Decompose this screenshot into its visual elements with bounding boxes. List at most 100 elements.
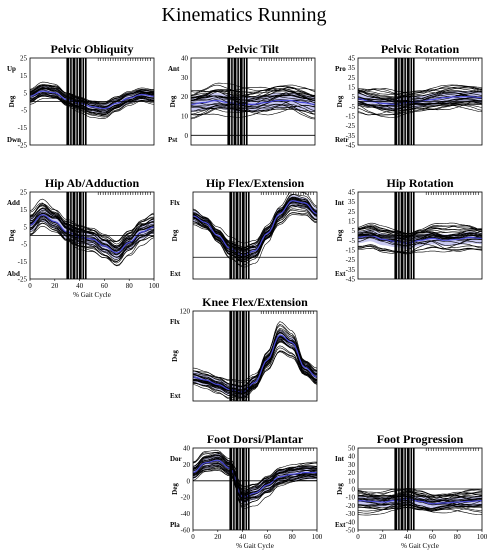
main-title: Kinematics Running bbox=[161, 4, 327, 26]
trial-curve bbox=[358, 104, 482, 116]
trial-curve bbox=[358, 86, 482, 96]
x-tick-label: 40 bbox=[239, 533, 247, 541]
bottom-direction-label: Pst bbox=[168, 136, 178, 144]
bottom-direction-label: Dwn bbox=[7, 136, 21, 144]
trial-curve bbox=[30, 203, 154, 251]
plot-area-3 bbox=[30, 192, 154, 279]
y-axis-label: Deg bbox=[171, 483, 179, 495]
y-tick-label: -35 bbox=[346, 266, 356, 274]
y-tick-label: 45 bbox=[348, 55, 356, 63]
bottom-direction-label: Retr bbox=[335, 136, 349, 144]
y-axis-label: Deg bbox=[336, 229, 344, 241]
plot-area-7 bbox=[193, 448, 317, 530]
trial-curve bbox=[358, 492, 482, 501]
y-tick-label: -25 bbox=[346, 256, 356, 264]
trial-curve bbox=[358, 224, 482, 238]
trial-curve bbox=[358, 99, 482, 110]
plot-area-8 bbox=[358, 448, 482, 530]
y-tick-label: 40 bbox=[348, 453, 356, 461]
x-tick-label: 60 bbox=[429, 533, 437, 541]
plot-frame bbox=[192, 447, 318, 531]
y-tick-label: -30 bbox=[346, 510, 356, 518]
y-tick-label: 20 bbox=[181, 93, 189, 101]
trial-curve bbox=[191, 84, 315, 98]
plot-frame bbox=[192, 191, 318, 280]
sd-band bbox=[193, 329, 317, 398]
chart-title: Hip Rotation bbox=[386, 176, 453, 190]
y-tick-label: -20 bbox=[346, 502, 356, 510]
y-tick-label: -15 bbox=[346, 113, 356, 121]
trial-curve bbox=[30, 219, 154, 258]
trial-curve bbox=[191, 86, 315, 99]
trial-curve bbox=[358, 86, 482, 100]
y-tick-label: 45 bbox=[348, 189, 356, 197]
plot-frame bbox=[357, 191, 483, 280]
trial-curve bbox=[30, 87, 154, 115]
x-tick-label: 0 bbox=[28, 282, 32, 290]
y-tick-label: 10 bbox=[181, 113, 189, 121]
top-direction-label: Up bbox=[7, 65, 16, 73]
mean-curve bbox=[193, 334, 317, 393]
y-tick-label: 15 bbox=[348, 218, 356, 226]
trial-curve bbox=[30, 92, 154, 118]
y-tick-label: 5 bbox=[24, 223, 28, 231]
trial-curve bbox=[191, 84, 315, 93]
plot-frame bbox=[29, 57, 155, 146]
y-tick-label: 15 bbox=[20, 72, 28, 80]
y-tick-label: 25 bbox=[348, 208, 356, 216]
x-tick-label: 100 bbox=[477, 533, 488, 541]
y-tick-label: -10 bbox=[346, 494, 356, 502]
plot-frame bbox=[190, 57, 316, 146]
y-tick-label: -20 bbox=[181, 494, 191, 502]
plot-area-5 bbox=[358, 192, 482, 279]
y-tick-label: 120 bbox=[180, 308, 191, 316]
trial-curve bbox=[358, 501, 482, 514]
y-tick-label: 0 bbox=[352, 486, 356, 494]
x-tick-label: 0 bbox=[356, 533, 360, 541]
top-direction-label: Int bbox=[335, 199, 345, 207]
y-tick-label: -40 bbox=[181, 510, 191, 518]
x-tick-label: 80 bbox=[126, 282, 134, 290]
trial-curve bbox=[358, 493, 482, 502]
trial-curve bbox=[193, 321, 317, 394]
y-tick-label: -25 bbox=[18, 142, 28, 150]
plot-frame bbox=[192, 310, 318, 402]
chart-title: Pelvic Rotation bbox=[381, 42, 460, 56]
x-tick-label: 60 bbox=[264, 533, 272, 541]
x-tick-label: 100 bbox=[312, 533, 323, 541]
plot-frame bbox=[29, 191, 155, 280]
x-tick-label: 60 bbox=[101, 282, 109, 290]
chart-title: Hip Flex/Extension bbox=[206, 176, 305, 190]
trial-curve bbox=[193, 454, 317, 491]
trial-curve bbox=[191, 104, 315, 116]
trial-curve bbox=[193, 192, 317, 255]
trial-curve bbox=[30, 208, 154, 250]
y-tick-label: -25 bbox=[346, 122, 356, 130]
y-tick-label: 0 bbox=[185, 132, 189, 140]
trial-curve bbox=[358, 88, 482, 99]
bottom-direction-label: Ext bbox=[170, 270, 181, 278]
y-tick-label: -5 bbox=[349, 103, 355, 111]
y-tick-label: -5 bbox=[21, 241, 27, 249]
trial-curve bbox=[30, 222, 154, 254]
trial-curve bbox=[358, 235, 482, 247]
trial-curve bbox=[358, 494, 482, 498]
trial-curve bbox=[358, 237, 482, 249]
trial-curve bbox=[30, 92, 154, 113]
trial-curve bbox=[193, 323, 317, 390]
y-tick-label: 5 bbox=[24, 89, 28, 97]
x-tick-label: 20 bbox=[379, 533, 387, 541]
trial-curve bbox=[191, 99, 315, 113]
trial-curve bbox=[358, 104, 482, 116]
y-tick-label: 15 bbox=[20, 206, 28, 214]
y-tick-label: -60 bbox=[181, 527, 191, 535]
trial-curve bbox=[193, 351, 317, 395]
y-tick-label: -50 bbox=[346, 527, 356, 535]
trial-curve bbox=[193, 451, 317, 491]
trial-curve bbox=[358, 233, 482, 245]
trial-curve bbox=[191, 92, 315, 102]
y-tick-label: -35 bbox=[346, 132, 356, 140]
chart-title: Foot Progression bbox=[377, 432, 464, 446]
chart-title: Hip Ab/Adduction bbox=[45, 176, 140, 190]
